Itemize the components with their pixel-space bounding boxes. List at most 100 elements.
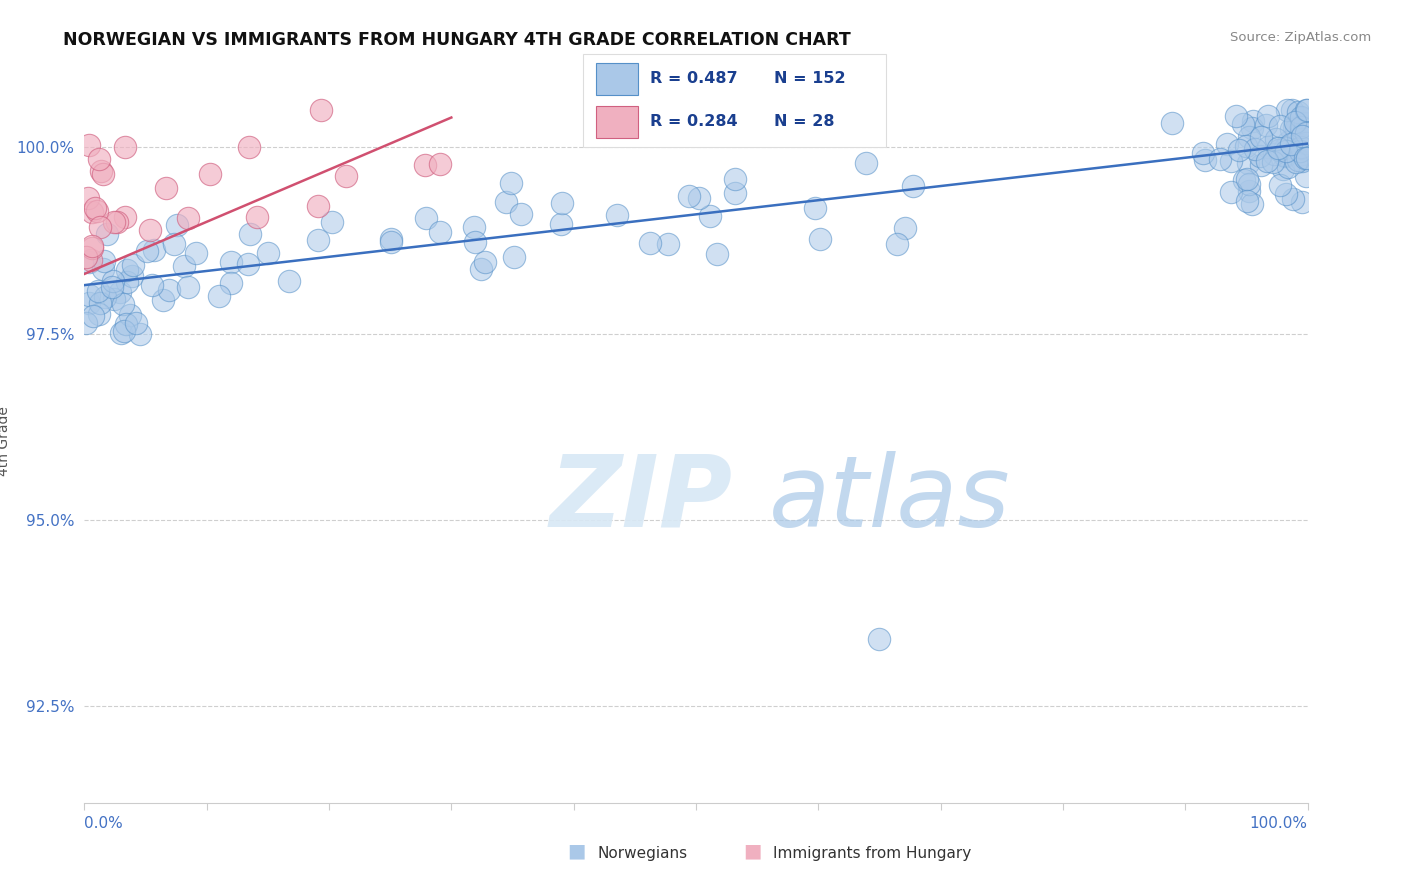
Point [96,227,118,241]
Point [176,211,198,225]
Point [415,211,437,225]
Text: N = 152: N = 152 [773,71,845,87]
Point [1284,120,1306,134]
Point [89,152,111,166]
Point [1227,143,1250,157]
Point [82,239,104,253]
Point [80,252,103,267]
Point [1282,192,1305,206]
Point [1250,158,1272,172]
Point [108,285,131,299]
Point [1257,140,1279,154]
Point [82,241,104,255]
Point [803,201,825,215]
Point [1220,154,1243,169]
Point [1274,149,1296,163]
Point [429,225,451,239]
Point [1257,109,1279,123]
Point [1219,185,1241,199]
Point [1291,195,1313,210]
Point [166,218,188,232]
Point [1288,144,1310,158]
Point [335,169,357,183]
Point [1295,103,1317,117]
Point [80,205,103,219]
Point [122,259,145,273]
Point [208,289,231,303]
Point [502,250,524,264]
Point [77,255,100,269]
Point [380,235,402,249]
Point [869,632,891,646]
Point [101,280,124,294]
Point [236,257,259,271]
Point [1294,152,1316,166]
Point [464,235,486,250]
Point [413,158,436,172]
Point [470,262,492,277]
Point [657,236,679,251]
Point [1289,141,1312,155]
Point [1268,119,1291,133]
Y-axis label: 4th Grade: 4th Grade [0,407,11,476]
Point [157,283,180,297]
Point [1250,129,1272,144]
Point [114,211,136,225]
Text: N = 28: N = 28 [773,114,834,129]
Point [1263,146,1285,161]
Point [103,215,125,229]
Point [1289,111,1312,125]
Text: 0.0%: 0.0% [84,816,124,831]
Point [1225,109,1247,123]
Point [309,103,332,117]
Point [115,276,138,290]
Point [724,186,747,201]
Point [1236,171,1258,186]
Point [1296,103,1319,117]
Point [89,296,111,310]
Point [139,223,162,237]
Point [1279,136,1302,151]
Point [1281,103,1303,117]
Point [93,262,115,277]
Point [173,259,195,273]
Point [135,244,157,258]
Point [112,324,135,338]
Point [77,191,100,205]
Point [307,199,329,213]
Point [1161,116,1184,130]
Point [142,243,165,257]
Point [1244,142,1267,156]
Text: ■: ■ [742,841,762,861]
Point [808,232,831,246]
Point [1285,121,1308,136]
Point [1241,114,1264,128]
Point [1296,117,1319,131]
Point [1291,126,1313,140]
Point [1277,135,1299,149]
Point [89,220,111,235]
Point [1233,173,1256,187]
Point [163,236,186,251]
Point [855,156,877,170]
Point [1237,184,1260,198]
Point [256,246,278,260]
Point [93,254,115,268]
Point [121,268,143,283]
Text: R = 0.284: R = 0.284 [650,114,738,129]
Point [1291,147,1313,161]
Point [1249,148,1271,162]
Point [495,195,517,210]
Text: 100.0%: 100.0% [1250,816,1308,831]
Point [551,195,574,210]
Point [1275,103,1298,117]
Point [1270,178,1292,192]
Text: Source: ZipAtlas.com: Source: ZipAtlas.com [1230,31,1371,45]
Point [1295,126,1317,140]
Point [1272,162,1295,177]
Point [278,274,301,288]
Point [84,202,107,216]
Point [380,232,402,246]
Point [699,210,721,224]
Point [77,137,100,152]
